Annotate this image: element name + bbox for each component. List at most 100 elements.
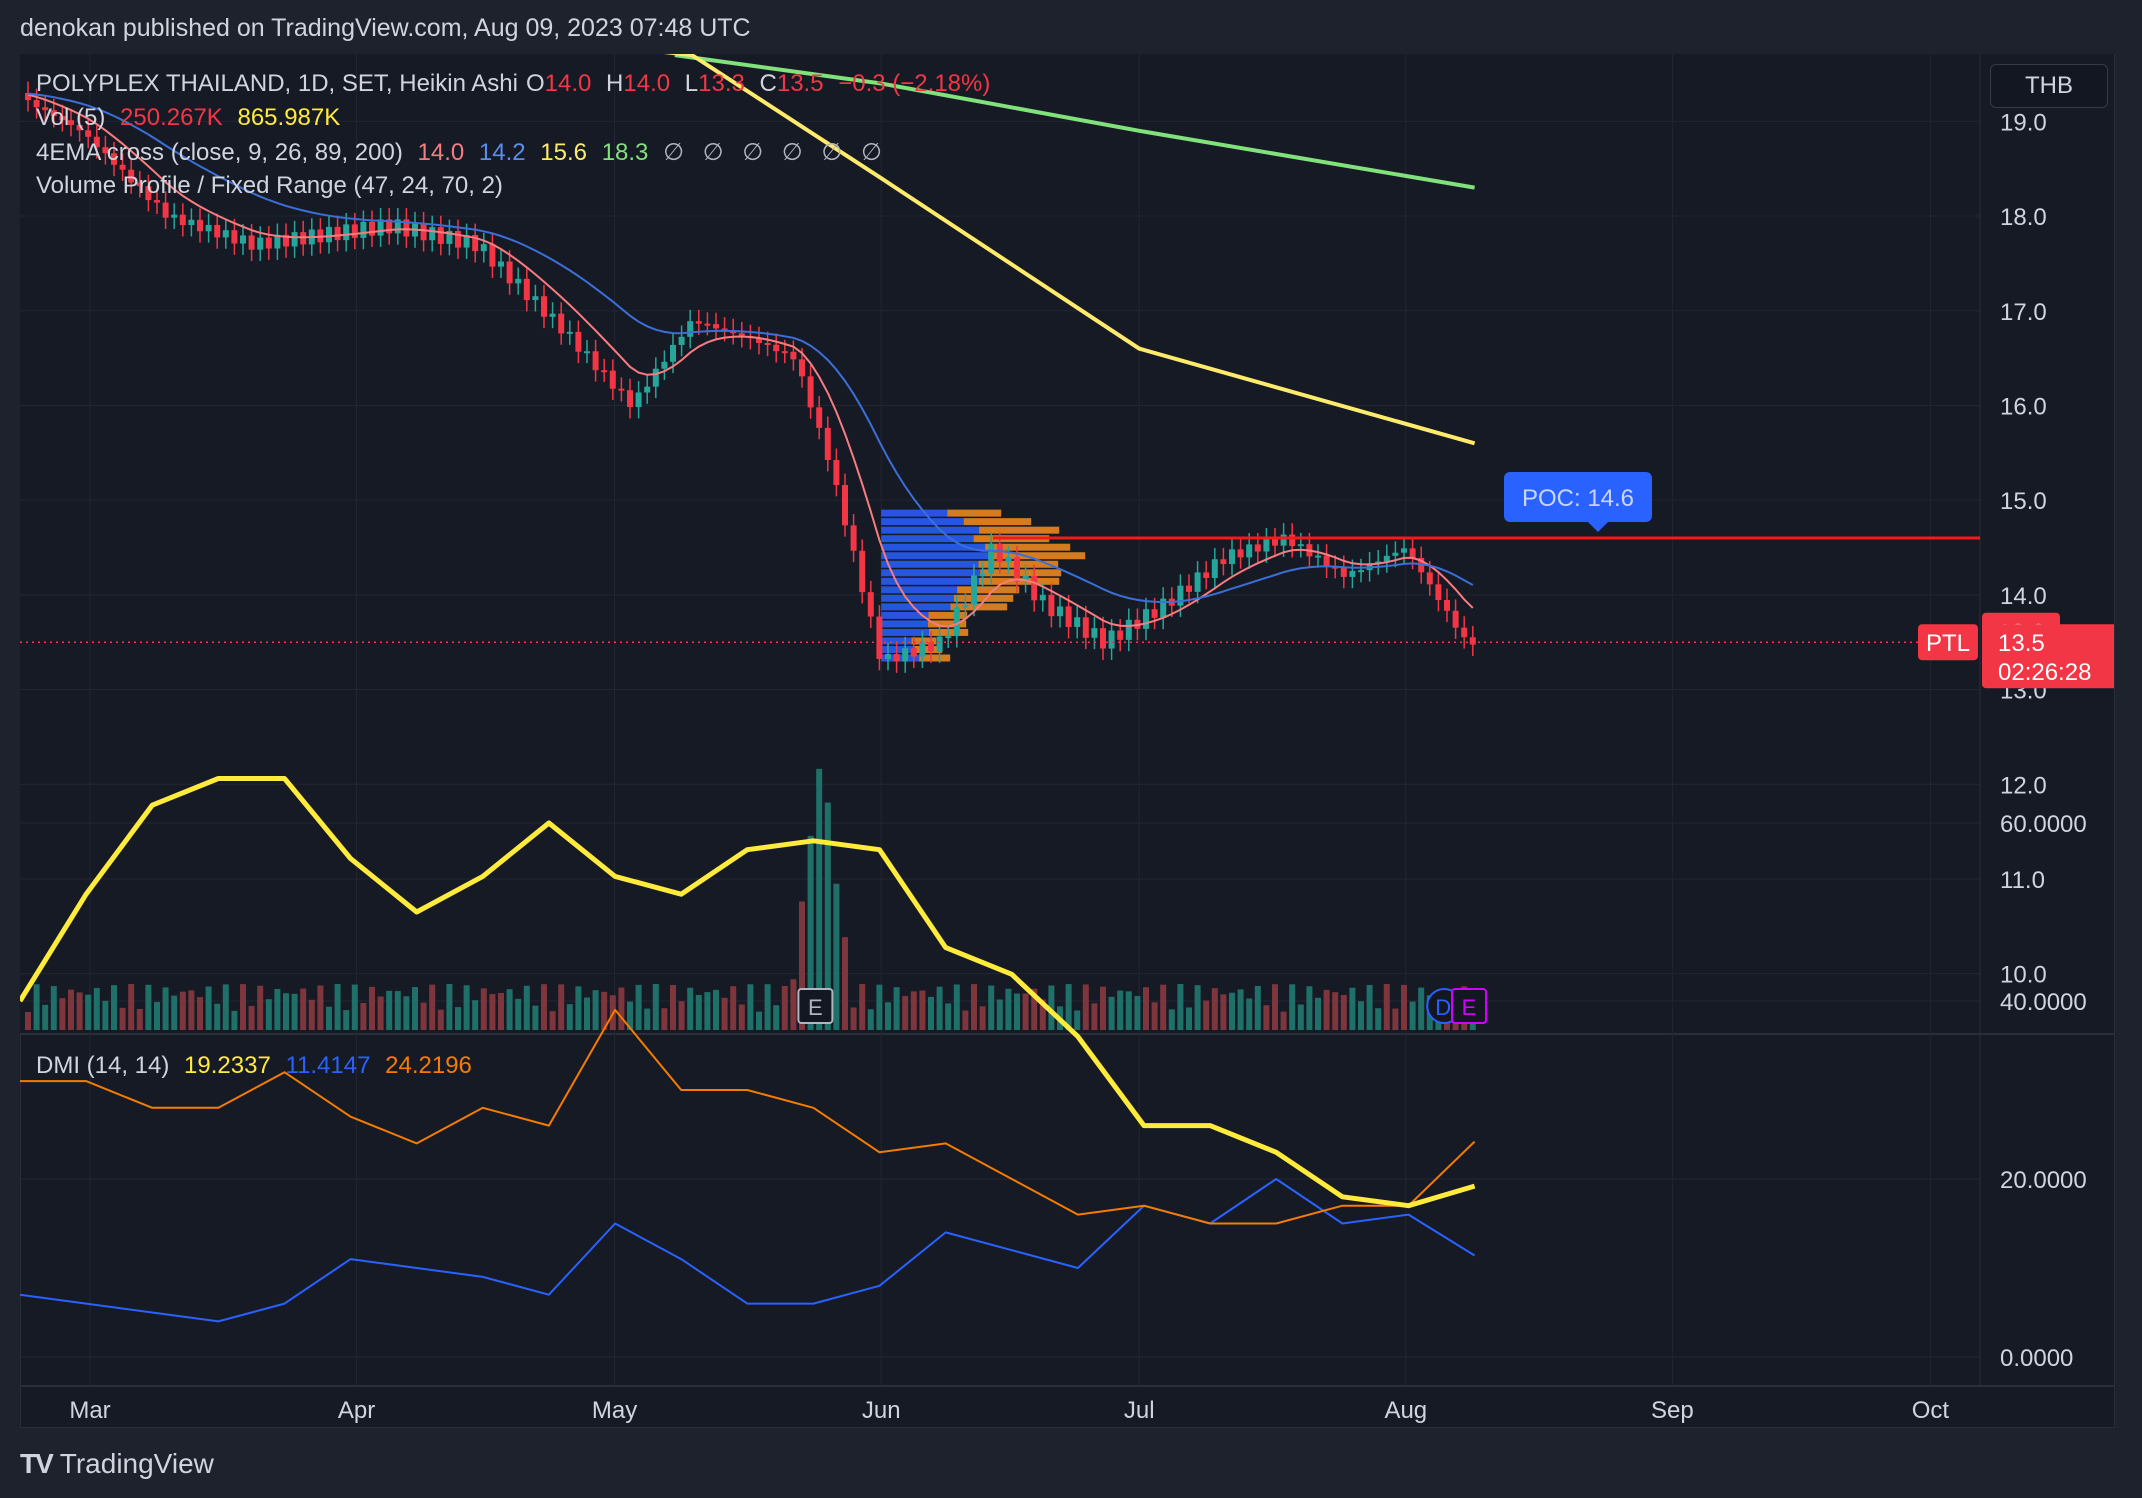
volume-bar: [1134, 995, 1141, 1030]
candle: [1039, 594, 1046, 601]
poc-label-box: [1504, 472, 1652, 523]
volume-bar: [171, 995, 178, 1030]
volume-bar: [867, 1009, 874, 1030]
candle: [429, 227, 436, 241]
candle: [988, 543, 995, 574]
volume-bar: [1229, 992, 1235, 1030]
candle: [867, 592, 874, 617]
symbol-tag-box: [1918, 624, 1978, 661]
volume-profile-bar-up: [881, 509, 948, 517]
candle: [222, 230, 229, 238]
candle: [1211, 559, 1218, 578]
dmi-label[interactable]: DMI (14, 14): [36, 1052, 170, 1079]
candle: [463, 234, 470, 248]
volume-bar: [1246, 998, 1253, 1030]
volume-bar: [799, 901, 805, 1030]
legend-ema9: 14.0: [417, 139, 465, 166]
volume-bar: [842, 937, 848, 1030]
volume-bar: [1306, 986, 1313, 1030]
candle: [670, 344, 676, 362]
volume-profile-bar-up: [881, 620, 928, 628]
candle: [154, 200, 160, 203]
candle: [773, 344, 780, 352]
candle: [1151, 609, 1158, 618]
time-tick-label: Jul: [1124, 1397, 1155, 1424]
volume-bar: [1401, 984, 1407, 1030]
chart-svg[interactable]: Mar Apr May Jun Jul Aug Sep Oct 19.0 18.0 17.0 16.0…: [20, 54, 2114, 1426]
volume-bar: [859, 984, 866, 1030]
poc-label-pointer: [1588, 522, 1608, 533]
volume-profile-bar-down: [928, 611, 968, 619]
volume-bar: [945, 1003, 952, 1030]
tradingview-brand[interactable]: TV TradingView: [20, 1448, 214, 1480]
time-tick-label: May: [592, 1397, 637, 1424]
candle: [455, 231, 461, 248]
candle: [1125, 619, 1132, 640]
volume-bar: [1332, 992, 1339, 1030]
volume-bar: [1005, 988, 1012, 1030]
volume-bar: [928, 996, 934, 1030]
volume-bar: [50, 986, 57, 1030]
candle: [799, 359, 805, 377]
volume-bar: [1082, 984, 1089, 1030]
candle: [85, 130, 92, 137]
candle: [1108, 630, 1115, 649]
candle: [257, 237, 264, 250]
ema89-line: [663, 54, 1476, 446]
volume-bar: [816, 768, 823, 1030]
candle: [962, 604, 969, 608]
candle: [1220, 559, 1227, 565]
volume-profile-bar-up: [881, 577, 980, 585]
candle: [248, 235, 255, 250]
candle: [859, 550, 866, 593]
volume-bar: [1409, 1001, 1416, 1030]
volume-profile-bar-up: [881, 628, 930, 636]
legend-vp-label[interactable]: Volume Profile / Fixed Range (47, 24, 70…: [36, 172, 503, 199]
candle: [119, 164, 126, 170]
price-tick-label: 10.0: [2000, 962, 2047, 989]
volume-bar: [687, 987, 694, 1030]
candle: [996, 543, 1003, 563]
volume-profile-bar-down: [980, 569, 1062, 577]
candle: [1323, 555, 1330, 567]
marker-label-dividend_marker: D: [1435, 995, 1451, 1020]
volume-bar: [824, 802, 831, 1030]
volume-bar: [756, 1011, 762, 1030]
volume-bar: [394, 991, 401, 1030]
volume-bar: [1315, 997, 1321, 1030]
volume-bar: [446, 984, 453, 1030]
candle: [283, 234, 289, 247]
volume-bar: [566, 1004, 573, 1030]
candle: [1186, 585, 1192, 592]
volume-bar: [558, 984, 565, 1030]
candle: [1280, 534, 1287, 546]
dmi-legend: DMI (14, 14) 19.2337 11.4147 24.2196: [36, 1052, 480, 1080]
candle: [33, 100, 40, 108]
dmi-adx-line: [20, 776, 1476, 1209]
volume-bar: [1014, 993, 1020, 1030]
candle: [910, 648, 917, 657]
currency-button[interactable]: THB: [1990, 64, 2108, 108]
volume-profile-bar-down: [927, 620, 967, 628]
legend-symbol[interactable]: POLYPLEX THAILAND, 1D, SET, Heikin Ashi: [36, 70, 518, 97]
volume-bar: [498, 992, 504, 1030]
legend-ema-label[interactable]: 4EMA cross (close, 9, 26, 89, 200): [36, 139, 403, 166]
candle: [498, 261, 504, 267]
volume-bar: [678, 1001, 685, 1030]
legend-vol-label[interactable]: Vol (5): [36, 104, 106, 131]
candle: [102, 147, 109, 154]
candle: [532, 296, 539, 301]
dmi-plus-di-line: [20, 1178, 1476, 1323]
volume-bar: [695, 994, 702, 1030]
volume-bar: [1254, 985, 1261, 1030]
candle: [592, 351, 599, 371]
volume-bar: [68, 989, 74, 1030]
volume-profile-bar-down: [957, 586, 1020, 594]
volume-bar: [377, 996, 384, 1030]
volume-bar: [472, 1000, 479, 1030]
price-tick-label: 14.0: [2000, 583, 2047, 610]
volume-bar: [893, 987, 900, 1030]
volume-bar: [403, 996, 410, 1030]
volume-bar: [575, 986, 582, 1030]
volume-bar: [1125, 991, 1132, 1030]
